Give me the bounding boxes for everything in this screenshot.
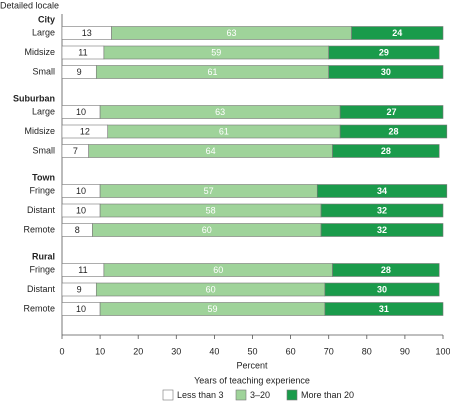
value-label: 59 [211, 47, 221, 57]
value-label: 10 [76, 205, 86, 215]
category-label: Large [32, 27, 55, 37]
value-label: 9 [77, 67, 82, 77]
value-label: 64 [206, 146, 216, 156]
value-label: 29 [379, 47, 389, 57]
category-label: Small [32, 66, 55, 76]
value-label: 59 [207, 304, 217, 314]
value-label: 8 [75, 225, 80, 235]
x-axis-title: Percent [236, 360, 268, 370]
value-label: 58 [206, 205, 216, 215]
bar-segment [320, 203, 444, 218]
bar-segment [339, 105, 444, 119]
bar-segment [328, 45, 440, 60]
value-label: 32 [377, 205, 387, 215]
value-label: 60 [206, 284, 216, 294]
value-label: 60 [202, 225, 212, 235]
value-label: 34 [377, 186, 387, 196]
value-label: 24 [392, 28, 402, 38]
bar-segment [351, 26, 444, 40]
value-label: 10 [76, 304, 86, 314]
group-label: City [38, 14, 55, 24]
x-tick-label: 50 [247, 346, 257, 356]
x-tick-label: 90 [400, 346, 410, 356]
group-label: Suburban [13, 93, 55, 103]
x-tick-label: 60 [286, 346, 296, 356]
bar-segment [328, 65, 444, 79]
bar-segment [320, 223, 444, 237]
x-tick-label: 80 [362, 346, 372, 356]
y-axis-title: Detailed locale [0, 0, 59, 10]
x-tick-label: 70 [324, 346, 334, 356]
value-label: 30 [377, 284, 387, 294]
value-label: 63 [227, 28, 237, 38]
x-tick-label: 20 [133, 346, 143, 356]
value-label: 11 [78, 265, 87, 275]
value-label: 60 [213, 265, 223, 275]
value-label: 13 [82, 28, 92, 38]
category-label: Large [32, 106, 55, 116]
bar-segment [339, 124, 448, 139]
category-label: Midsize [24, 47, 55, 57]
category-label: Midsize [24, 126, 55, 136]
category-label: Distant [27, 284, 56, 294]
category-label: Remote [23, 224, 55, 234]
value-label: 27 [387, 107, 397, 117]
value-label: 61 [219, 126, 229, 136]
category-label: Distant [27, 205, 56, 215]
value-label: 32 [377, 225, 387, 235]
value-label: 57 [204, 186, 214, 196]
value-label: 30 [381, 67, 391, 77]
legend-swatch [235, 389, 247, 401]
legend-label: 3–20 [250, 390, 270, 400]
legend-swatch [286, 389, 298, 401]
value-label: 28 [381, 146, 391, 156]
group-label: Rural [32, 251, 55, 261]
value-label: 10 [76, 107, 86, 117]
x-tick-label: 30 [171, 346, 181, 356]
value-label: 61 [207, 67, 217, 77]
value-label: 28 [381, 265, 391, 275]
legend-label: Less than 3 [177, 390, 224, 400]
value-label: 9 [77, 284, 82, 294]
bar-segment [332, 144, 440, 158]
x-tick-label: 40 [209, 346, 219, 356]
legend-title: Years of teaching experience [194, 375, 310, 385]
bar-segment [316, 184, 448, 198]
value-label: 63 [215, 107, 225, 117]
category-label: Small [32, 145, 55, 155]
value-label: 7 [73, 146, 78, 156]
bar-segment [324, 282, 440, 297]
x-tick-label: 0 [59, 346, 64, 356]
x-tick-label: 100 [435, 346, 450, 356]
value-label: 28 [388, 126, 398, 136]
bar-segment [324, 302, 444, 316]
group-label: Town [32, 172, 55, 182]
category-label: Remote [23, 303, 55, 313]
value-label: 31 [379, 304, 389, 314]
bar-segment [332, 263, 440, 277]
value-label: 12 [80, 126, 90, 136]
legend-label: More than 20 [301, 390, 354, 400]
value-label: 11 [78, 47, 87, 57]
value-label: 10 [76, 186, 86, 196]
legend-swatch [162, 389, 174, 401]
x-tick-label: 10 [95, 346, 105, 356]
category-label: Fringe [29, 264, 55, 274]
category-label: Fringe [29, 185, 55, 195]
